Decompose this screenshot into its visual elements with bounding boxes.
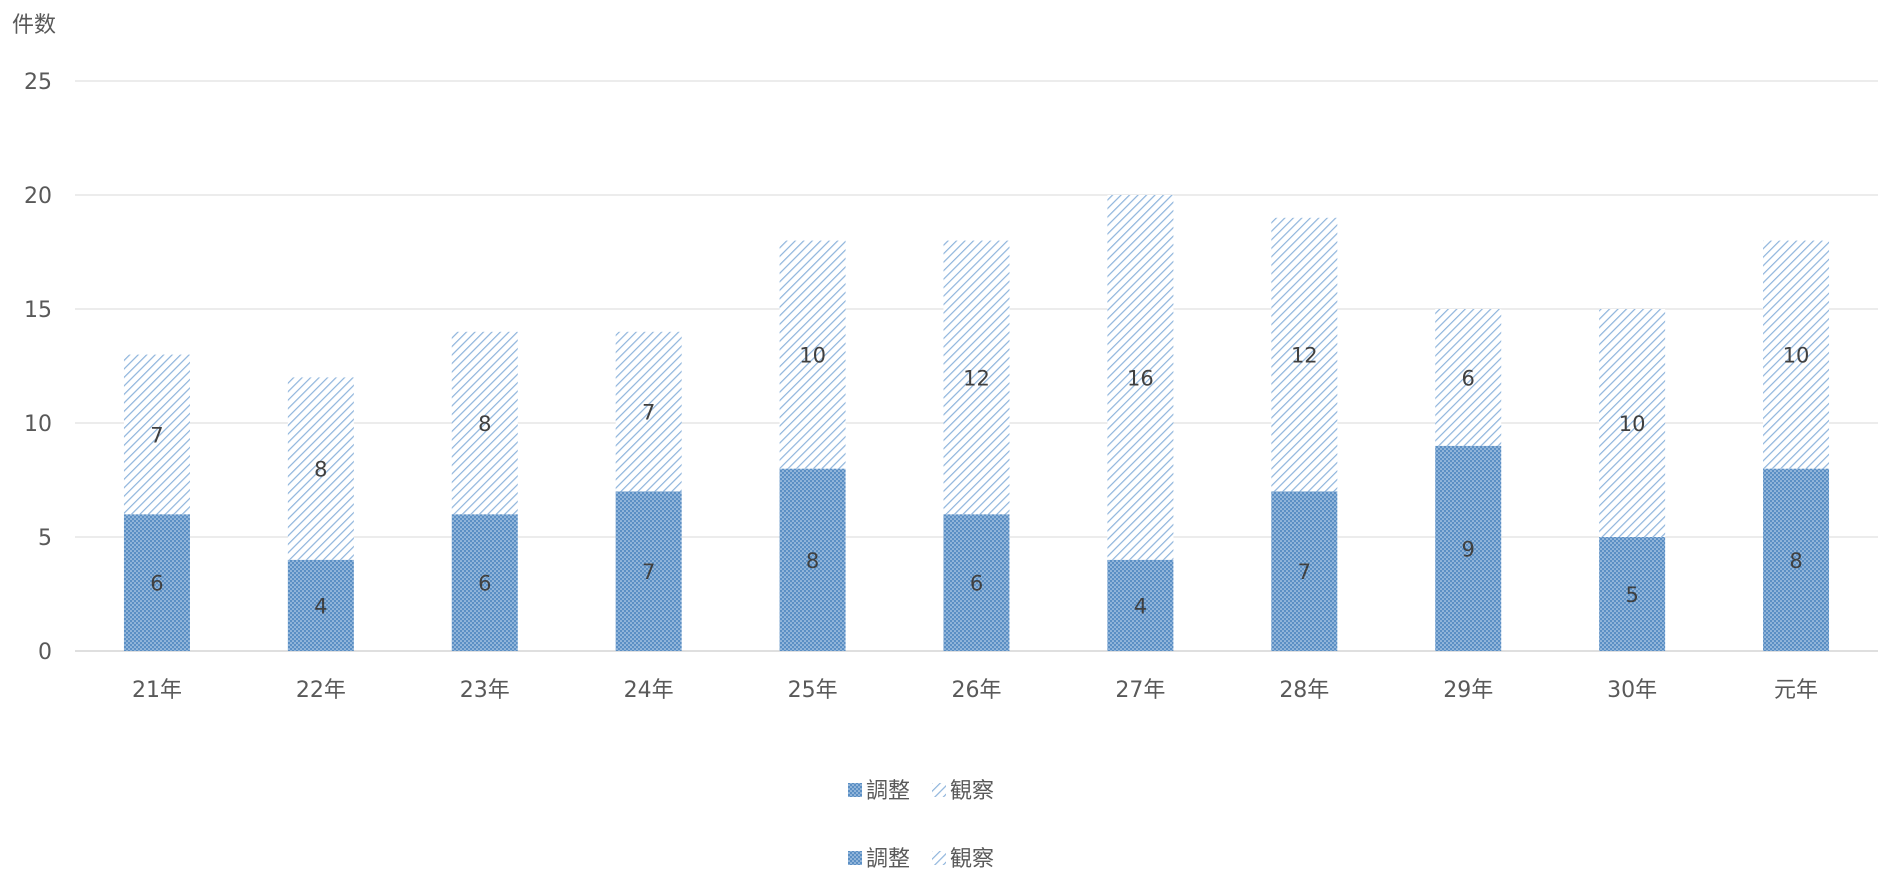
y-axis-ticks: 0 5 10 15 20 25 [24, 70, 52, 665]
legend-swatch-series-1 [848, 783, 862, 797]
data-label: 6 [150, 572, 163, 596]
y-tick-label: 20 [24, 184, 52, 209]
data-label: 7 [642, 560, 655, 584]
bar-series-1 [123, 514, 190, 651]
legend2-swatch-series-2 [932, 851, 946, 865]
y-tick-label: 25 [24, 70, 52, 95]
bar-series-2 [1107, 195, 1174, 560]
bar-series-1 [1763, 468, 1830, 651]
legend-primary: 調整 観察 [848, 779, 994, 804]
bar-series-2 [1435, 309, 1502, 446]
x-tick-label: 25年 [788, 678, 838, 703]
y-tick-label: 10 [24, 412, 52, 437]
legend-secondary: 調整 観察 [848, 847, 994, 872]
data-label: 6 [970, 572, 983, 596]
data-label: 6 [478, 572, 491, 596]
bar-series-1 [1435, 445, 1502, 651]
bar-series-1 [779, 468, 846, 651]
data-label: 10 [1619, 412, 1646, 436]
legend2-label-series-1: 調整 [866, 847, 910, 872]
x-tick-label: 26年 [952, 678, 1002, 703]
legend-swatch-series-2 [932, 783, 946, 797]
x-axis-ticks: 21年 22年 23年 24年 25年 26年 27年 28年 29年 30年 元年 [132, 678, 1818, 703]
bar-series-1 [1599, 537, 1666, 651]
data-label: 12 [963, 366, 990, 390]
bar-series-1 [287, 559, 354, 651]
x-tick-label: 22年 [296, 678, 346, 703]
x-tick-label: 24年 [624, 678, 674, 703]
legend-label-series-2: 観察 [950, 779, 994, 804]
bar-series-2 [123, 354, 190, 515]
data-label: 7 [150, 423, 163, 447]
bar-series-2 [451, 331, 518, 515]
x-tick-label: 30年 [1607, 678, 1657, 703]
x-tick-label: 27年 [1115, 678, 1165, 703]
bar-series-2 [1763, 240, 1830, 469]
x-tick-label: 28年 [1279, 678, 1329, 703]
x-tick-label: 23年 [460, 678, 510, 703]
data-label: 9 [1462, 537, 1475, 561]
bar-series-2 [287, 377, 354, 560]
y-tick-label: 15 [24, 298, 52, 323]
legend2-label-series-2: 観察 [950, 847, 994, 872]
bar-series-1 [1271, 491, 1338, 651]
bars: 6 7 4 8 6 8 7 7 8 10 6 12 4 16 7 12 9 6 5 10 8 10 [123, 195, 1830, 651]
data-label: 5 [1625, 583, 1638, 607]
data-label: 8 [478, 412, 491, 436]
legend2-swatch-series-1 [848, 851, 862, 865]
data-label: 7 [642, 401, 655, 425]
bar-series-1 [451, 514, 518, 651]
bar-series-2 [943, 240, 1010, 515]
data-label: 4 [314, 594, 327, 618]
y-tick-label: 0 [38, 640, 52, 665]
x-tick-label: 元年 [1774, 678, 1818, 703]
bar-series-2 [1271, 217, 1338, 492]
y-tick-label: 5 [38, 526, 52, 551]
bar-series-1 [615, 491, 682, 651]
data-label: 10 [1783, 344, 1810, 368]
data-label: 4 [1134, 594, 1147, 618]
legend-label-series-1: 調整 [866, 779, 910, 804]
bar-series-1 [1107, 559, 1174, 651]
bar-series-2 [615, 331, 682, 492]
data-label: 8 [1789, 549, 1802, 573]
bar-series-2 [1599, 309, 1666, 537]
data-label: 10 [799, 344, 826, 368]
data-label: 8 [806, 549, 819, 573]
y-axis-title: 件数 [12, 13, 56, 38]
bar-series-1 [943, 514, 1010, 651]
bar-series-2 [779, 240, 846, 469]
x-tick-label: 29年 [1443, 678, 1493, 703]
data-label: 16 [1127, 366, 1154, 390]
x-tick-label: 21年 [132, 678, 182, 703]
data-label: 7 [1298, 560, 1311, 584]
data-label: 6 [1462, 366, 1475, 390]
data-label: 8 [314, 458, 327, 482]
data-label: 12 [1291, 344, 1318, 368]
